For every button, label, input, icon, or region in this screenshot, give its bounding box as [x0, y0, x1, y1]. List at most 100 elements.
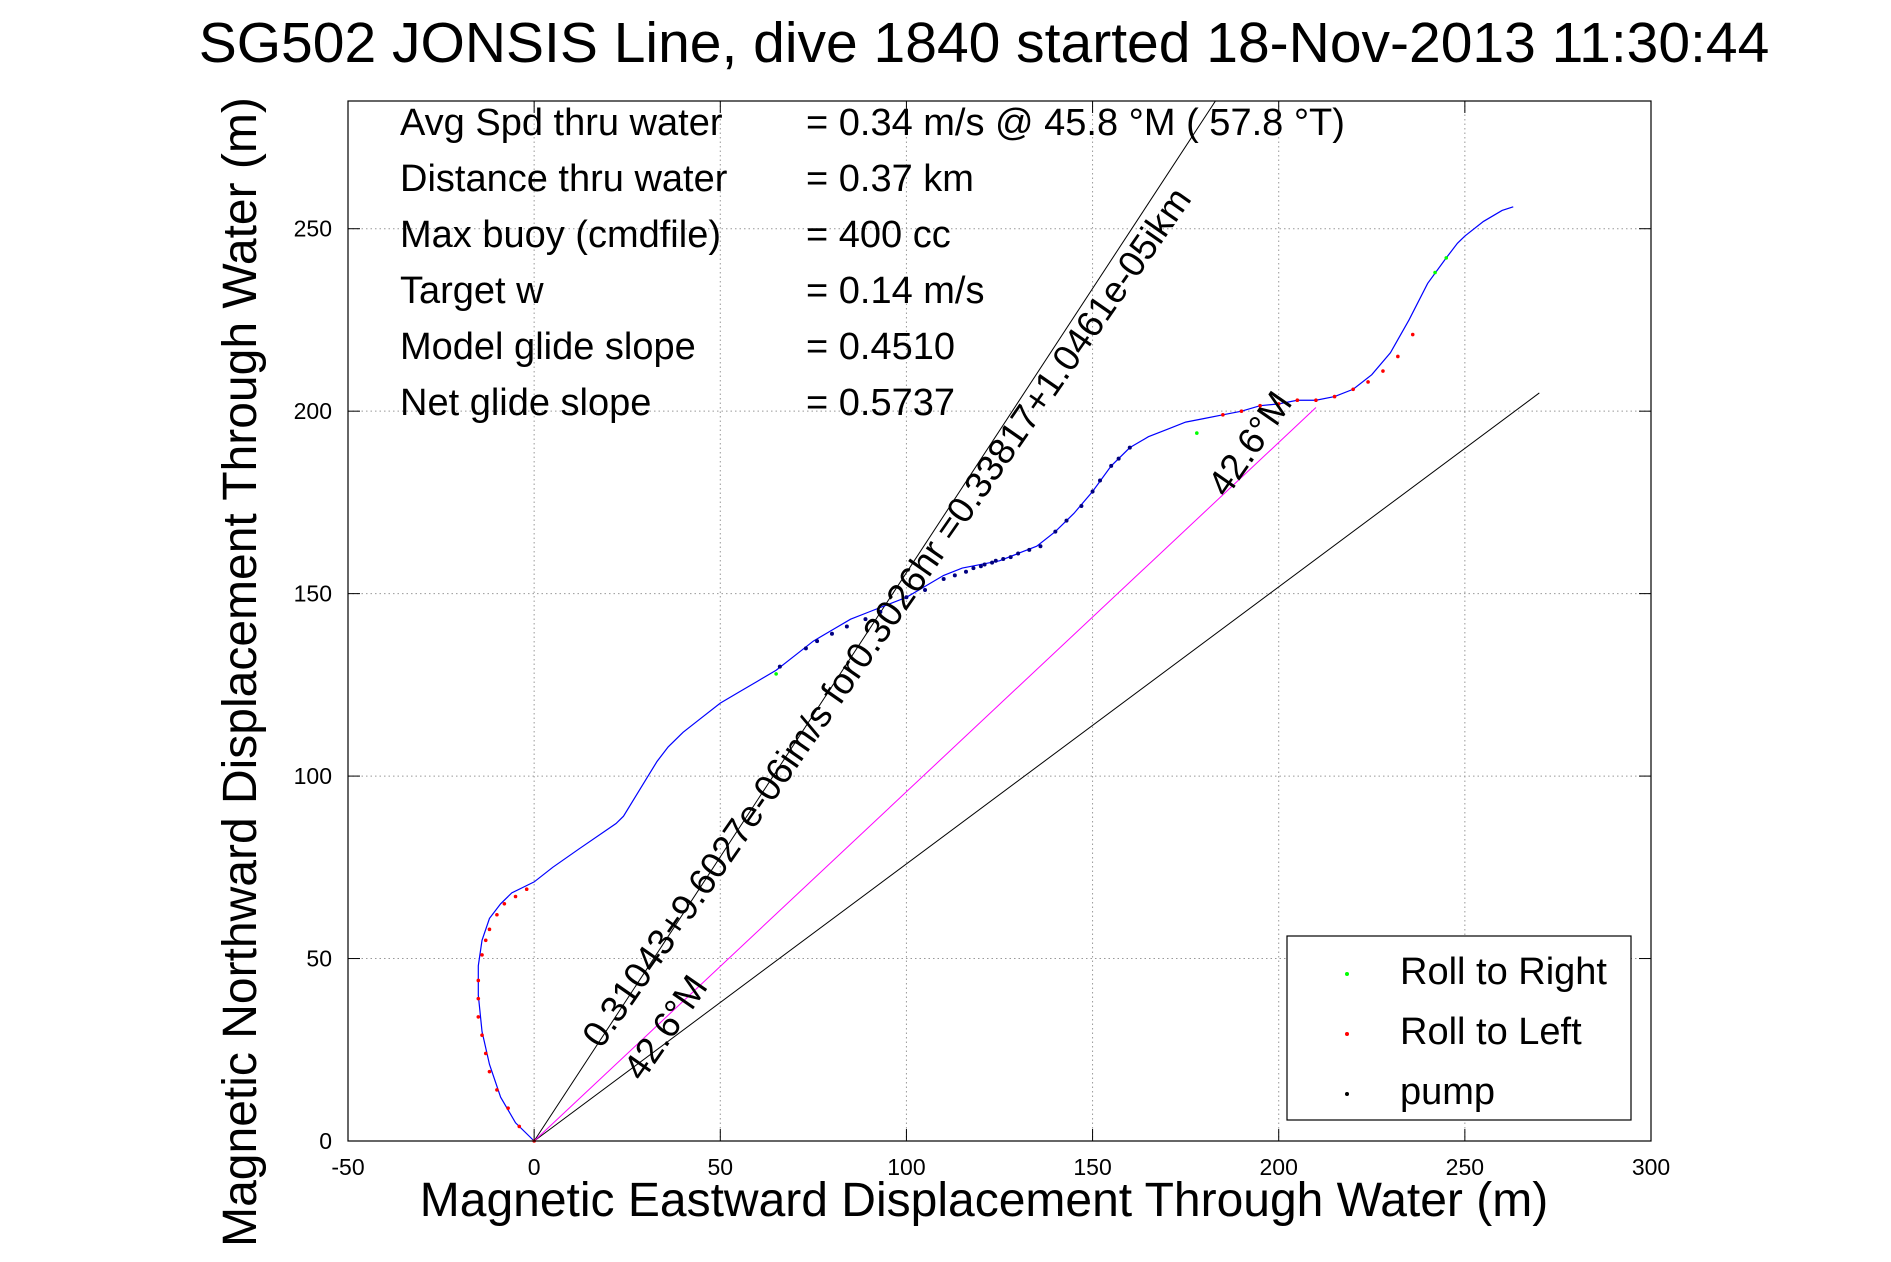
pump-point — [1053, 529, 1058, 534]
info-value: = 0.37 km — [806, 158, 974, 200]
legend-box — [1286, 935, 1632, 1121]
roll-left-point — [513, 894, 518, 899]
x-tick-label: 0 — [528, 1154, 541, 1180]
info-value: = 400 cc — [806, 214, 951, 256]
info-value: = 0.5737 — [806, 382, 955, 424]
pump-point — [815, 639, 820, 644]
pump-point — [941, 577, 946, 582]
pump-point — [1064, 518, 1069, 523]
x-tick-label: 100 — [887, 1154, 925, 1180]
legend-marker — [1345, 1092, 1349, 1096]
axes-frame — [347, 100, 1652, 1142]
x-tick-label: 150 — [1073, 1154, 1111, 1180]
roll-left-point — [495, 912, 499, 917]
roll-right-point — [1195, 431, 1199, 435]
roll-left-point — [1221, 413, 1225, 417]
pump-point — [1098, 478, 1103, 483]
dive-summary-text: Avg Spd thru water = 0.34 m/s @ 45.8 °M (… — [400, 102, 1345, 424]
y-tick-label: 100 — [294, 763, 332, 789]
plot-data — [476, 100, 1540, 1143]
pump-point — [863, 617, 868, 622]
roll-left-point — [1276, 402, 1281, 406]
pump-point — [1038, 544, 1043, 549]
info-label: Distance thru water — [400, 158, 728, 200]
pump-point — [1027, 547, 1032, 552]
roll-left-point — [476, 1015, 481, 1019]
roll-left-point — [1314, 398, 1318, 403]
pump-point — [1079, 504, 1084, 509]
pump-point — [978, 564, 983, 569]
roll-left-point — [1381, 369, 1385, 373]
roll-left-point — [517, 1124, 522, 1129]
info-label: Model glide slope — [400, 326, 696, 368]
y-tick-label: 200 — [294, 398, 332, 424]
roll-left-point — [476, 978, 481, 983]
roll-left-point — [1410, 332, 1415, 337]
x-tick-label: 50 — [707, 1154, 733, 1180]
pump-point — [963, 569, 968, 574]
y-axis-label: Magnetic Northward Displacement Through … — [214, 97, 267, 1247]
roll-left-point — [1295, 398, 1300, 403]
pump-point — [777, 664, 782, 669]
legend: Roll to Right Roll to Left pump — [1286, 935, 1632, 1121]
pump-point — [1090, 489, 1095, 494]
pump-point — [1001, 556, 1006, 561]
roll-left-point — [483, 1051, 488, 1056]
info-label: Net glide slope — [400, 382, 651, 424]
x-tick-label: 250 — [1446, 1154, 1484, 1180]
x-tick-label: 300 — [1632, 1154, 1670, 1180]
x-tick-label: -50 — [331, 1154, 364, 1180]
roll-right-point — [774, 672, 778, 676]
chart-title: SG502 JONSIS Line, dive 1840 started 18-… — [199, 11, 1770, 75]
pump-point — [904, 595, 909, 600]
legend-label: Roll to Left — [1400, 1011, 1582, 1053]
y-tick-label: 250 — [294, 216, 332, 242]
pump-point — [1109, 463, 1114, 468]
pump-point — [1016, 551, 1021, 556]
info-label: Avg Spd thru water — [400, 102, 723, 144]
roll-left-point — [480, 1033, 484, 1037]
roll-right-point — [1433, 270, 1437, 275]
roll-left-point — [506, 1106, 510, 1110]
y-tick-label: 150 — [294, 581, 332, 607]
roll-left-point — [1366, 380, 1370, 384]
roll-left-point — [483, 938, 488, 943]
pump-point — [1008, 555, 1013, 560]
y-tick-label: 50 — [306, 946, 332, 972]
info-value: = 0.4510 — [806, 326, 955, 368]
pump-point — [923, 587, 928, 592]
pump-point — [829, 631, 834, 636]
roll-left-point — [1351, 387, 1355, 392]
roll-left-point — [495, 1088, 499, 1092]
roll-left-point — [487, 927, 492, 932]
info-label: Max buoy (cmdfile) — [400, 214, 721, 256]
roll-left-point — [1239, 409, 1244, 413]
heading-reference-line — [533, 392, 1540, 1142]
roll-right-point — [1444, 256, 1449, 260]
glider-track-line — [477, 206, 1514, 1142]
roll-left-point — [487, 1069, 492, 1074]
info-value: = 0.14 m/s — [806, 270, 984, 312]
legend-marker — [1345, 1032, 1349, 1036]
roll-left-point — [524, 887, 529, 892]
info-label: Target w — [400, 270, 544, 312]
legend-label: pump — [1400, 1071, 1495, 1113]
y-tick-label: 0 — [319, 1128, 332, 1154]
heading-reference-line — [533, 100, 1216, 1142]
roll-left-point — [480, 953, 484, 957]
legend-marker — [1345, 972, 1349, 976]
pump-point — [844, 624, 849, 629]
pump-point — [990, 560, 995, 565]
legend-label: Roll to Right — [1400, 951, 1607, 993]
x-axis-label: Magnetic Eastward Displacement Through W… — [420, 1174, 1548, 1227]
pump-point — [993, 558, 998, 563]
roll-left-point — [1396, 354, 1400, 359]
roll-left-point — [502, 902, 507, 906]
pump-point — [1127, 445, 1132, 450]
pump-point — [952, 573, 957, 578]
x-tick-label: 200 — [1260, 1154, 1298, 1180]
net-displacement-line — [533, 407, 1317, 1142]
pump-point — [878, 609, 883, 614]
